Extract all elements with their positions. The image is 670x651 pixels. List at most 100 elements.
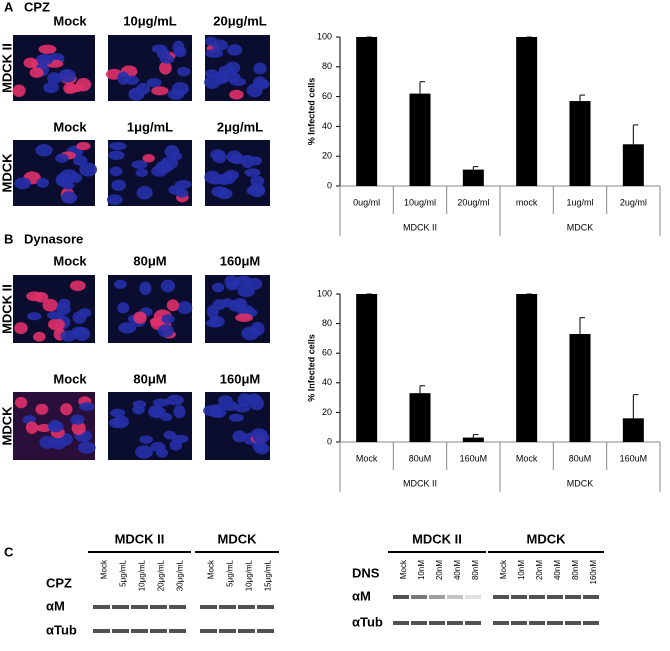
- nucleus: [55, 153, 69, 163]
- blot-group-label: MDCK: [218, 531, 258, 546]
- nucleus: [111, 179, 127, 191]
- blot-band: [257, 605, 274, 609]
- x-tick-label: 20ug/ml: [457, 197, 489, 207]
- nucleus: [249, 184, 265, 196]
- nucleus: [50, 436, 67, 450]
- lane-label: Mock: [100, 559, 109, 579]
- bar: [409, 93, 431, 186]
- micrograph: [106, 140, 192, 206]
- blot-band: [511, 621, 527, 625]
- column-label: Mock: [53, 13, 87, 28]
- blot-band: [150, 605, 167, 609]
- column-label: 160μM: [220, 253, 260, 268]
- column-label: 80μM: [133, 371, 166, 386]
- group-label: MDCK II: [403, 478, 437, 488]
- lane-label: 15μg/mL: [264, 559, 273, 591]
- nucleus: [47, 318, 65, 331]
- blot-band: [583, 595, 599, 599]
- nucleus: [224, 61, 241, 75]
- nucleus: [109, 141, 127, 151]
- blot-band: [465, 595, 481, 599]
- micrograph: [204, 140, 270, 206]
- nucleus: [159, 61, 172, 75]
- lane-label: 80nM: [571, 560, 580, 580]
- nucleus: [26, 291, 43, 302]
- blot-band: [169, 629, 186, 633]
- blot-band: [447, 595, 463, 599]
- nucleus: [71, 421, 86, 435]
- x-tick-label: 160uM: [620, 453, 648, 463]
- lane-label: 160nM: [589, 560, 598, 585]
- panel-title: CPZ: [24, 0, 50, 14]
- nucleus: [150, 441, 166, 453]
- nucleus: [235, 313, 253, 322]
- lane-label: 5μg/mL: [226, 559, 235, 586]
- lane-label: 20nM: [435, 560, 444, 580]
- bar: [516, 294, 538, 442]
- y-axis-label: % Infected cells: [306, 334, 316, 402]
- blot-band: [411, 595, 427, 599]
- panel-title: Dynasore: [24, 231, 83, 246]
- nucleus: [69, 172, 83, 183]
- blot-band: [150, 629, 167, 633]
- bar: [516, 37, 538, 186]
- blot-band: [511, 595, 527, 599]
- nucleus: [208, 175, 224, 185]
- nucleus: [229, 89, 244, 100]
- nucleus: [166, 299, 180, 312]
- blot-band: [169, 605, 186, 609]
- nucleus: [66, 84, 84, 93]
- nucleus: [160, 156, 179, 170]
- blot-band: [112, 605, 129, 609]
- nucleus: [253, 62, 267, 75]
- bar: [569, 101, 591, 186]
- y-tick-label: 40: [322, 377, 332, 387]
- y-tick-label: 60: [322, 348, 332, 358]
- y-axis-label: % Infected cells: [306, 78, 316, 146]
- y-tick-label: 20: [322, 151, 332, 161]
- nucleus: [43, 82, 59, 94]
- blot-band: [411, 621, 427, 625]
- y-tick-label: 20: [322, 407, 332, 417]
- blot-band: [257, 629, 274, 633]
- blot-band: [93, 629, 110, 633]
- x-tick-label: 160uM: [460, 453, 488, 463]
- nucleus: [227, 44, 243, 56]
- lane-label: 5μg/mL: [119, 559, 128, 586]
- micrograph: [13, 392, 96, 460]
- lane-label: 10μg/mL: [245, 559, 254, 591]
- blot-band: [200, 605, 217, 609]
- nucleus: [35, 144, 53, 157]
- column-label: Mock: [53, 119, 87, 134]
- bar: [622, 144, 644, 186]
- nucleus: [250, 175, 265, 186]
- x-tick-label: 80uM: [409, 453, 432, 463]
- lane-label: Mock: [207, 559, 216, 579]
- panel-letter: A: [4, 0, 14, 14]
- nucleus: [176, 66, 191, 77]
- nucleus: [205, 48, 224, 58]
- nucleus: [254, 79, 270, 90]
- nucleus: [14, 396, 28, 409]
- nucleus: [151, 86, 169, 96]
- nucleus: [136, 186, 153, 200]
- nucleus: [249, 396, 265, 411]
- nucleus: [173, 46, 187, 58]
- nucleus: [70, 414, 85, 425]
- nucleus: [14, 322, 28, 335]
- x-tick-label: 80uM: [569, 453, 592, 463]
- nucleus: [60, 330, 77, 342]
- nucleus: [79, 402, 95, 411]
- nucleus: [228, 413, 244, 422]
- nucleus: [159, 54, 175, 64]
- blot-row-label: αM: [352, 588, 371, 603]
- nucleus: [210, 149, 226, 160]
- group-label: MDCK: [567, 478, 594, 488]
- nucleus: [226, 150, 242, 164]
- nucleus: [146, 78, 162, 88]
- column-label: 80μM: [133, 253, 166, 268]
- micrograph: [12, 35, 95, 101]
- y-tick-label: 80: [322, 318, 332, 328]
- nucleus: [26, 312, 42, 321]
- nucleus: [168, 185, 184, 195]
